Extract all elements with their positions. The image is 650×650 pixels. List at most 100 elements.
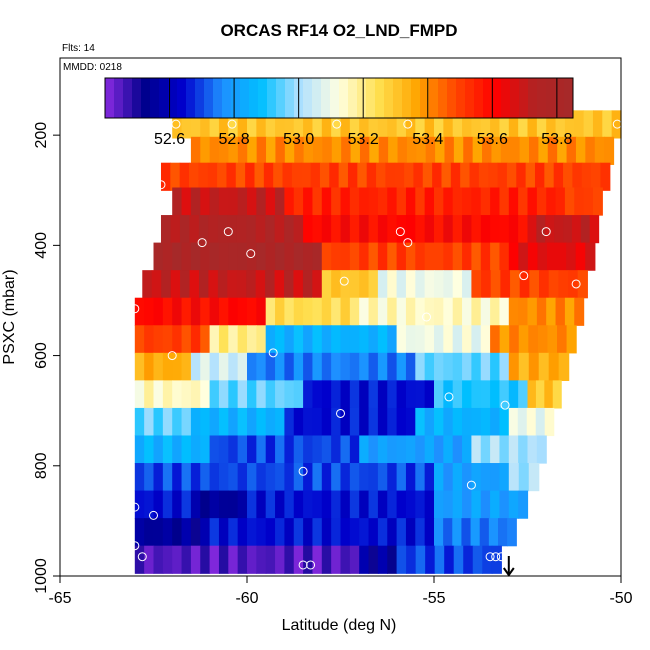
heatmap-cell [247,187,257,216]
heatmap-cell [181,187,192,216]
heatmap-cell [377,297,388,326]
heatmap-cell [293,325,304,354]
heatmap-cell [303,518,314,547]
heatmap-cell [273,162,284,191]
heatmap-cell [162,407,173,437]
colorbar-swatch [312,78,322,118]
heatmap-cell [284,463,295,492]
heatmap-cell [321,352,332,381]
heatmap-cell [266,136,277,165]
x-tick-label: -65 [48,590,71,607]
heatmap-cell [424,110,435,139]
heatmap-cell [568,270,579,299]
heatmap-cell [368,380,379,409]
heatmap-cell [284,110,295,139]
heatmap-cell [452,270,463,299]
heatmap-cell [480,463,491,492]
y-tick-label: 400 [33,232,50,259]
heatmap-cell [312,545,323,574]
heatmap-cell [592,187,603,216]
heatmap-cell [554,215,564,244]
heatmap-cell [228,325,239,354]
heatmap-cell [312,297,323,326]
heatmap-cell [256,352,267,381]
heatmap-cell [359,545,370,574]
heatmap-cell [405,352,416,381]
heatmap-cell [405,407,416,437]
heatmap-cell [490,380,501,409]
observation-point [268,348,278,358]
heatmap-cell [499,352,510,381]
heatmap-cell [172,435,183,464]
heatmap-cell [424,463,435,492]
heatmap-cell [162,545,173,574]
heatmap-cell [144,352,155,381]
heatmap-cell [453,545,464,574]
heatmap-cell [415,110,426,139]
heatmap-cell [452,215,463,244]
heatmap-cell [284,297,295,326]
heatmap-cell [462,435,472,464]
heatmap-cell [585,242,596,271]
colorbar-swatch [348,78,358,118]
heatmap-cell [321,490,332,519]
heatmap-cell [349,297,360,326]
x-tick-label: -50 [609,590,632,607]
heatmap-cell [589,215,600,244]
heatmap-cell [144,490,155,519]
observation-point [223,227,233,237]
heatmap-cell [275,518,285,547]
heatmap-cell [564,110,575,139]
heatmap-cell [245,162,256,191]
heatmap-cell [368,545,379,574]
heatmap-cell [385,162,396,191]
heatmap-cell [153,242,164,271]
heatmap-cell [349,270,360,299]
heatmap-cell [424,518,435,547]
heatmap-cell [387,490,398,519]
heatmap-cell [566,242,577,271]
heatmap-cell [349,325,360,354]
heatmap-cell [256,407,267,437]
heatmap-cell [574,110,585,139]
heatmap-cell [527,435,538,464]
heatmap-cell [265,435,276,464]
heatmap-cell [134,297,145,326]
arrow-head [502,567,515,577]
heatmap-cell [405,463,416,492]
heatmap-cell [321,325,332,354]
heatmap-cell [443,325,454,354]
heatmap-cell [415,463,426,492]
heatmap-cell [134,490,145,519]
heatmap-cell [190,490,201,519]
heatmap-cell [478,162,489,191]
heatmap-cell [553,162,564,191]
colorbar-swatch [321,78,331,118]
heatmap-cell [331,435,342,464]
heatmap-cell [462,325,472,354]
heatmap-cell [331,352,342,381]
heatmap-cell [490,215,501,244]
observation-point [422,312,432,322]
heatmap-cell [209,463,220,492]
heatmap-cell [172,297,183,326]
heatmap-cell [432,162,443,191]
heatmap-cell [387,242,398,271]
heatmap-cell [265,463,276,492]
heatmap-cell [134,352,145,381]
heatmap-cell [434,490,444,519]
colorbar: 52.6 52.8 53.0 53.2 53.4 53.6 53.8 [104,77,574,148]
heatmap-cell [424,242,435,271]
heatmap-cell [256,545,267,574]
heatmap-cell [472,136,483,165]
heatmap-cell [453,136,464,165]
heatmap-cell [557,136,568,165]
heatmap-cell [218,518,229,547]
heatmap-cell [228,352,239,381]
heatmap-cell [312,463,323,492]
heatmap-cell [284,136,295,165]
heatmap-cell [434,325,444,354]
heatmap-cell [226,162,237,191]
observation-point [332,119,342,129]
heatmap-cell [405,380,416,409]
